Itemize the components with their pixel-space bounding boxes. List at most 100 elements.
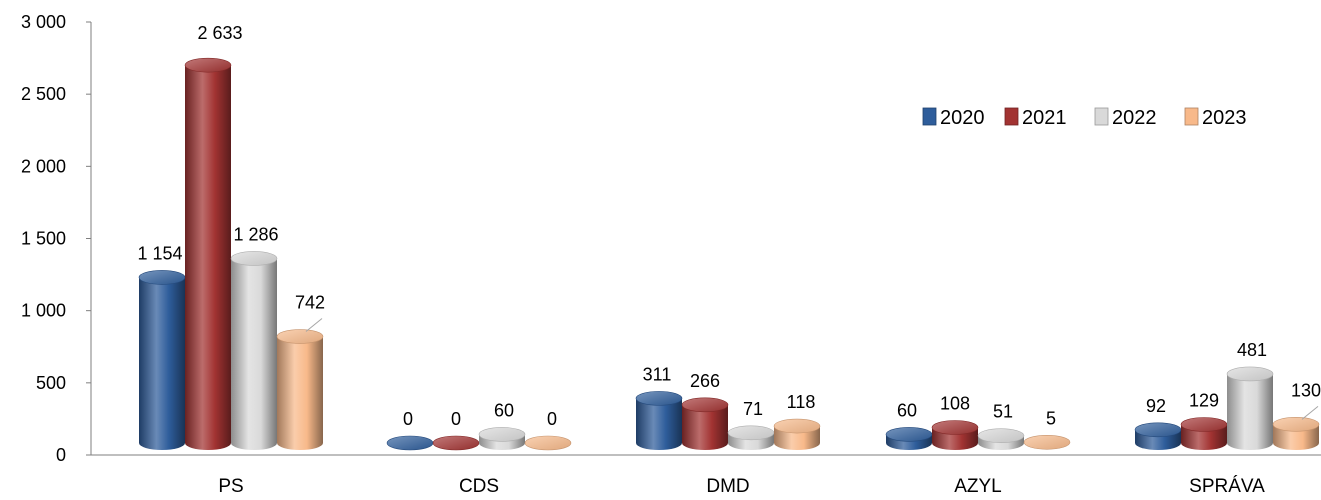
data-label: 60 — [897, 400, 917, 420]
bar-top — [773, 418, 821, 434]
data-label: 1 154 — [137, 243, 182, 263]
leader-line — [305, 318, 323, 332]
bar-top — [1226, 366, 1274, 382]
legend-label: 2020 — [940, 107, 985, 129]
data-label: 481 — [1237, 340, 1267, 360]
data-label: 92 — [1146, 396, 1166, 416]
legend-swatch — [1184, 107, 1199, 126]
data-label: 108 — [940, 394, 970, 414]
bar-body — [185, 65, 231, 451]
data-label: 130 — [1291, 380, 1321, 400]
x-tick-label: DMD — [706, 476, 749, 497]
bar-top — [432, 435, 480, 451]
x-tick-label: AZYL — [954, 476, 1002, 497]
bar-body — [636, 398, 682, 450]
bar — [885, 427, 933, 450]
bar — [230, 251, 278, 450]
bar-top — [727, 425, 775, 441]
legend-item: 2020 — [922, 107, 985, 129]
bar — [524, 435, 572, 451]
bar-top — [386, 435, 434, 451]
data-label: 129 — [1189, 390, 1219, 410]
bar — [1272, 417, 1320, 450]
leader-line — [1301, 405, 1319, 420]
y-tick-label: 2 000 — [21, 156, 66, 176]
y-tick-label: 1 000 — [21, 301, 66, 321]
data-label: 71 — [743, 399, 763, 419]
bar — [931, 420, 979, 450]
bar-body — [1273, 424, 1319, 450]
bar-top — [1180, 417, 1228, 432]
y-tick-label: 0 — [56, 445, 66, 465]
bar — [478, 427, 526, 450]
legend-label: 2022 — [1112, 107, 1157, 129]
bar-top — [681, 397, 729, 413]
data-label: 1 286 — [233, 224, 278, 244]
bar-top — [931, 420, 979, 435]
y-tick-label: 1 500 — [21, 229, 66, 249]
bar-top — [885, 427, 933, 442]
bar — [773, 418, 821, 450]
bar — [276, 329, 324, 450]
bar — [1023, 434, 1071, 450]
bar-top — [138, 270, 186, 285]
data-label: 0 — [547, 409, 557, 429]
legend-item: 2022 — [1094, 107, 1157, 129]
data-label: 5 — [1046, 408, 1056, 428]
bars — [138, 57, 1320, 451]
bar — [1226, 366, 1274, 450]
bar — [1134, 422, 1182, 450]
bar-top — [1272, 417, 1320, 432]
bar — [727, 425, 775, 450]
bar-body — [231, 258, 277, 450]
data-labels: 1 154 2 633 1 286 742 0 0 60 0 311 266 71 118 60 108 5… — [137, 23, 1321, 429]
legend-item: 2021 — [1004, 107, 1067, 129]
data-label: 742 — [295, 293, 325, 313]
data-label: 0 — [403, 409, 413, 429]
bar-top — [977, 428, 1025, 443]
bar-top — [1134, 422, 1182, 438]
data-label: 311 — [643, 364, 672, 384]
bar-top — [635, 391, 683, 406]
legend: 2020 2021 2022 2023 — [922, 107, 1247, 129]
bar-body — [682, 404, 728, 450]
bar-top — [184, 57, 232, 73]
bar — [977, 428, 1025, 450]
bar-top — [478, 427, 526, 442]
y-tick-label: 500 — [36, 373, 66, 393]
data-label: 118 — [787, 392, 816, 412]
legend-label: 2021 — [1022, 107, 1067, 129]
bar — [635, 391, 683, 450]
data-label: 2 633 — [197, 23, 242, 43]
data-label: 266 — [690, 371, 720, 391]
bar-body — [139, 277, 185, 450]
bar — [1180, 417, 1228, 450]
legend-item: 2023 — [1184, 107, 1247, 129]
bar-top — [1023, 434, 1071, 450]
bar — [138, 270, 186, 450]
bar-top — [230, 251, 278, 266]
bar-body — [1227, 373, 1273, 450]
data-label: 60 — [494, 400, 514, 420]
bar — [386, 435, 434, 451]
legend-swatch — [922, 107, 937, 126]
data-label: 51 — [993, 402, 1013, 422]
y-tick-label: 3 000 — [21, 12, 66, 32]
legend-swatch — [1094, 107, 1109, 126]
bar — [184, 57, 232, 451]
x-tick-label: CDS — [459, 476, 499, 497]
bar-top — [276, 329, 324, 344]
legend-label: 2023 — [1202, 107, 1247, 129]
bar — [432, 435, 480, 451]
legend-swatch — [1004, 107, 1019, 126]
bar — [681, 397, 729, 450]
x-tick-label: PS — [218, 476, 243, 497]
y-tick-label: 2 500 — [21, 84, 66, 104]
bar-body — [277, 336, 323, 450]
x-tick-label: SPRÁVA — [1189, 476, 1265, 497]
data-label: 0 — [451, 409, 461, 429]
bar-top — [524, 435, 572, 451]
